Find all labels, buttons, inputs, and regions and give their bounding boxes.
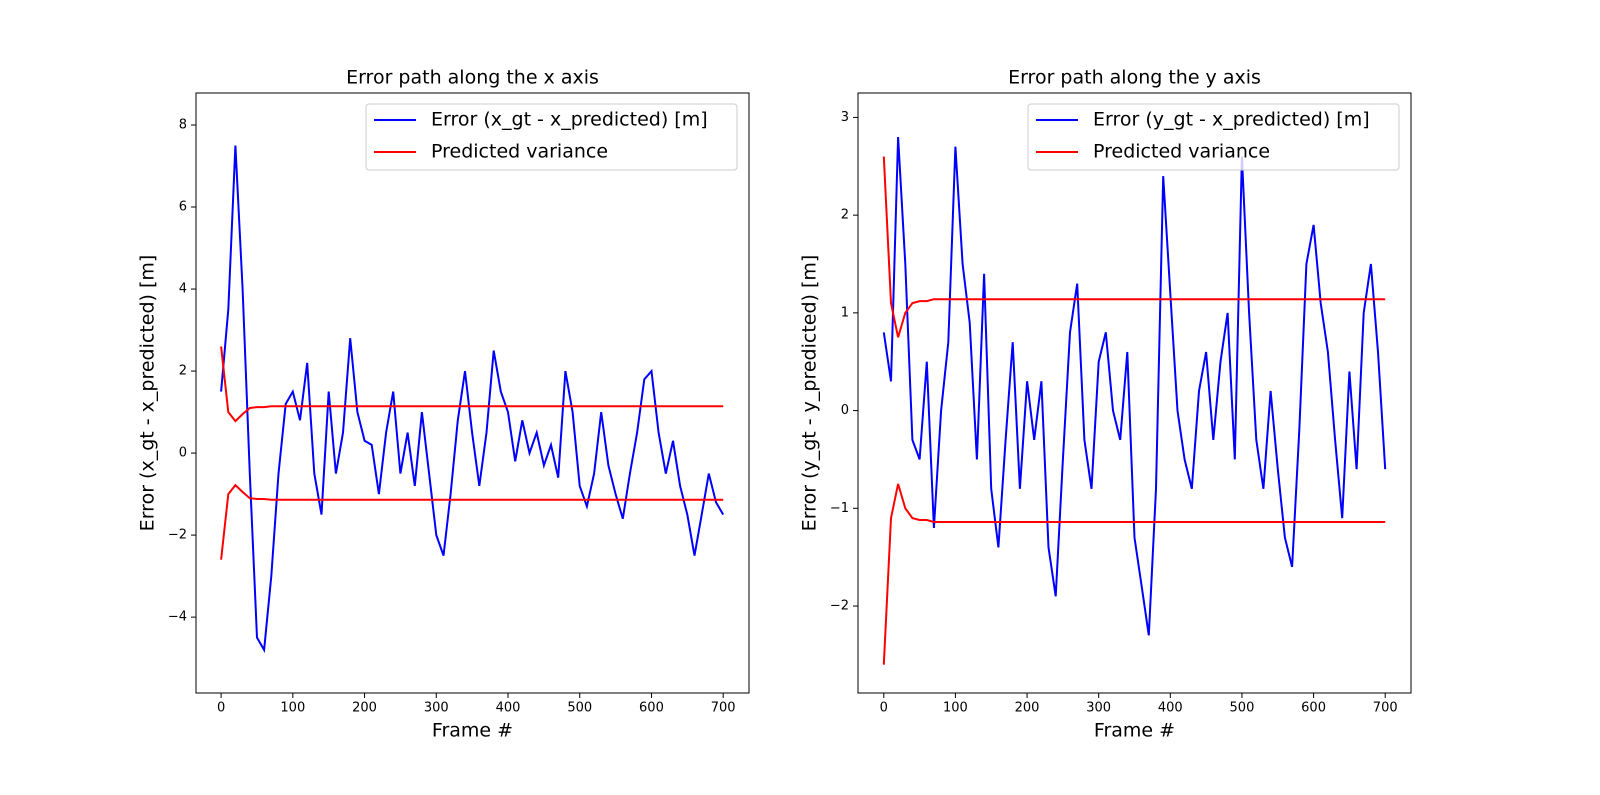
plot-frame <box>857 92 1412 694</box>
y-tick-label: 2 <box>841 208 849 223</box>
y-tick-label: 4 <box>179 282 187 297</box>
y-tick-label: 0 <box>179 446 187 461</box>
y-tick-label: 3 <box>841 110 849 125</box>
y-axis-label: Error (x_gt - x_predicted) [m] <box>137 255 159 532</box>
legend-label: Predicted variance <box>1093 141 1270 163</box>
x-axis-label: Frame # <box>1094 720 1175 742</box>
legend-label: Predicted variance <box>431 141 608 163</box>
y-axis-label: Error (y_gt - y_predicted) [m] <box>799 255 821 532</box>
plot-frame <box>195 92 750 694</box>
data-line <box>220 145 725 654</box>
legend-label: Error (y_gt - x_predicted) [m] <box>1093 109 1370 131</box>
y-tick-label: 6 <box>179 200 187 215</box>
x-tick-label: 500 <box>1230 701 1255 716</box>
x-axis-label: Frame # <box>432 720 513 742</box>
legend-box <box>365 103 738 171</box>
data-line <box>882 483 1386 665</box>
x-tick-label: 700 <box>711 701 736 716</box>
chart-title: Error path along the x axis <box>346 67 599 89</box>
legend-label: Error (x_gt - x_predicted) [m] <box>431 109 708 131</box>
data-line <box>220 346 724 423</box>
x-tick-label: 200 <box>352 701 377 716</box>
y-tick-label: 8 <box>179 117 187 132</box>
x-tick-label: 300 <box>1086 701 1111 716</box>
x-tick-label: 100 <box>943 701 968 716</box>
x-tick-label: 600 <box>1301 701 1326 716</box>
data-line <box>220 483 724 560</box>
chart-title: Error path along the y axis <box>1008 67 1261 89</box>
legend-box <box>1027 103 1400 171</box>
y-tick-label: −2 <box>830 599 849 614</box>
y-tick-label: −4 <box>168 610 187 625</box>
x-tick-label: 200 <box>1015 701 1040 716</box>
y-tick-label: 2 <box>179 364 187 379</box>
y-tick-label: 1 <box>841 305 849 320</box>
y-tick-label: −2 <box>168 528 187 543</box>
x-tick-label: 700 <box>1373 701 1398 716</box>
y-tick-label: 0 <box>841 403 849 418</box>
x-tick-label: 400 <box>1158 701 1183 716</box>
x-tick-label: 400 <box>496 701 521 716</box>
x-tick-label: 0 <box>880 701 888 716</box>
data-line <box>882 156 1386 338</box>
data-line <box>882 136 1387 636</box>
x-tick-label: 600 <box>639 701 664 716</box>
x-tick-label: 100 <box>280 701 305 716</box>
x-tick-label: 0 <box>217 701 225 716</box>
y-tick-label: −1 <box>830 501 849 516</box>
x-tick-label: 300 <box>424 701 449 716</box>
x-tick-label: 500 <box>567 701 592 716</box>
